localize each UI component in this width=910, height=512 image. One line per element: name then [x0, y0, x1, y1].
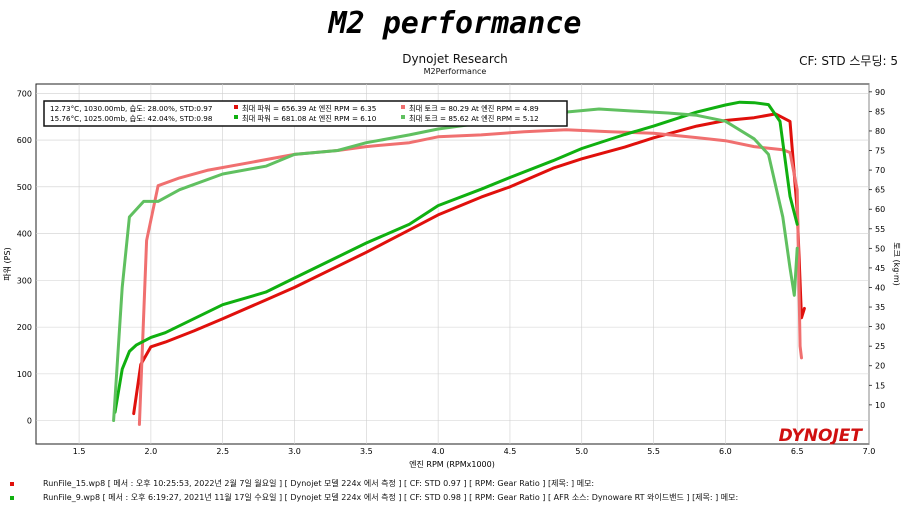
footer-run-2-text: RunFile_9.wp8 [ 메서 : 오후 6:19:27, 2021년 1… — [43, 493, 739, 502]
y-left-tick-label: 0 — [27, 417, 32, 426]
footer-run-2: RunFile_9.wp8 [ 메서 : 오후 6:19:27, 2021년 1… — [10, 492, 738, 503]
legend-swatch — [401, 115, 405, 119]
chart-company: Dynojet Research — [402, 52, 508, 66]
x-tick-label: 5.5 — [647, 447, 660, 456]
y-axis-label-left: 파워 (PS) — [3, 247, 12, 280]
y-right-tick-label: 65 — [875, 186, 885, 195]
y-left-tick-label: 600 — [17, 136, 32, 145]
series-line-0 — [132, 112, 806, 416]
x-tick-label: 2.5 — [216, 447, 229, 456]
legend-swatch — [234, 105, 238, 109]
y-right-tick-label: 35 — [875, 303, 885, 312]
footer-run-1-text: RunFile_15.wp8 [ 메서 : 오후 10:25:53, 2022년… — [43, 479, 595, 488]
footer-run-1: RunFile_15.wp8 [ 메서 : 오후 10:25:53, 2022년… — [10, 478, 594, 489]
y-right-tick-label: 25 — [875, 342, 885, 351]
footer-color-swatch — [10, 495, 14, 500]
legend-entry-green-power: 최대 파워 = 681.08 At 엔진 RPM = 6.10 — [242, 114, 377, 123]
x-tick-label: 3.5 — [360, 447, 373, 456]
cf-std-label: CF: STD 스무딩: 5 — [799, 54, 898, 68]
tick-labels: 1.5 2.0 2.5 3.0 3.5 4.0 4.5 5.0 5.5 6.0 6.5 7.0 0 100… — [17, 88, 885, 456]
y-left-tick-label: 300 — [17, 276, 32, 285]
x-axis-label: 엔진 RPM (RPMx1000) — [409, 459, 495, 469]
grid-lines — [36, 84, 870, 444]
footer-color-swatch — [10, 481, 14, 486]
y-right-tick-label: 80 — [875, 127, 885, 136]
y-right-tick-label: 75 — [875, 147, 885, 156]
y-right-tick-label: 60 — [875, 205, 885, 214]
x-tick-label: 3.0 — [288, 447, 301, 456]
y-left-tick-label: 400 — [17, 230, 32, 239]
x-tick-label: 7.0 — [863, 447, 876, 456]
x-tick-label: 6.5 — [791, 447, 804, 456]
legend-entry-green-torque: 최대 토크 = 85.62 At 엔진 RPM = 5.12 — [409, 114, 539, 123]
x-tick-label: 1.5 — [73, 447, 86, 456]
plot-area — [35, 83, 870, 445]
y-right-tick-label: 85 — [875, 107, 885, 116]
y-right-tick-label: 90 — [875, 88, 885, 97]
y-right-tick-label: 45 — [875, 264, 885, 273]
x-tick-label: 6.0 — [719, 447, 732, 456]
y-right-tick-label: 30 — [875, 323, 885, 332]
legend-swatch — [234, 115, 238, 119]
y-left-tick-label: 700 — [17, 89, 32, 98]
dyno-chart: 1.5 2.0 2.5 3.0 3.5 4.0 4.5 5.0 5.5 6.0 6.5 7.0 0 100… — [3, 83, 901, 469]
legend-swatch — [401, 105, 405, 109]
y-right-tick-label: 55 — [875, 225, 885, 234]
x-tick-label: 2.0 — [145, 447, 158, 456]
x-tick-label: 5.0 — [575, 447, 588, 456]
chart-subtitle: M2Performance — [423, 67, 487, 76]
y-axis-label-right: 토크 (kg·m) — [892, 242, 901, 286]
x-tick-label: 4.5 — [504, 447, 517, 456]
y-right-tick-label: 50 — [875, 244, 885, 253]
legend-entry-red-torque: 최대 토크 = 80.29 At 엔진 RPM = 4.89 — [409, 104, 539, 113]
y-right-tick-label: 15 — [875, 381, 885, 390]
y-left-tick-label: 200 — [17, 323, 32, 332]
x-tick-label: 4.0 — [432, 447, 445, 456]
legend-conditions-2: 15.76°C, 1025.00mb, 습도: 42.04%, STD:0.98 — [50, 114, 213, 123]
y-right-tick-label: 40 — [875, 283, 885, 292]
y-right-tick-label: 10 — [875, 401, 885, 410]
y-right-tick-label: 20 — [875, 362, 885, 371]
legend-entry-red-power: 최대 파워 = 656.39 At 엔진 RPM = 6.35 — [242, 104, 376, 113]
banner-title: M2 performance — [328, 6, 582, 41]
series-line-2 — [113, 100, 799, 414]
y-right-tick-label: 70 — [875, 166, 885, 175]
y-left-tick-label: 100 — [17, 370, 32, 379]
y-left-tick-label: 500 — [17, 183, 32, 192]
legend-box: 12.73°C, 1030.00mb, 습도: 28.00%, STD:0.97… — [43, 100, 568, 127]
legend-conditions-1: 12.73°C, 1030.00mb, 습도: 28.00%, STD:0.97 — [50, 104, 212, 113]
dynojet-logo: DYNOJET — [779, 426, 864, 446]
